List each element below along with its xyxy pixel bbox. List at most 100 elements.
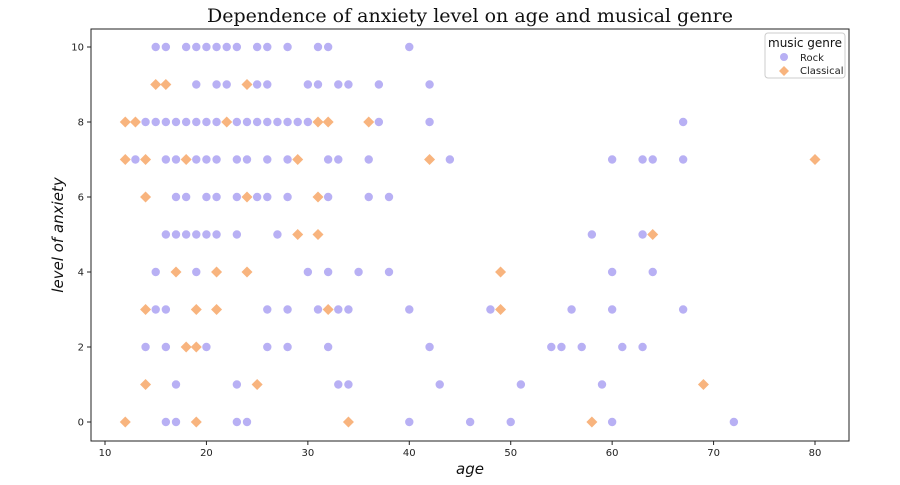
point-classical (292, 154, 304, 165)
point-classical (140, 191, 152, 203)
point-classical (190, 304, 202, 315)
y-tick-label: 0 (78, 418, 84, 429)
legend-classical-label: Classical (800, 66, 844, 77)
point-classical (170, 266, 182, 278)
point-rock (273, 230, 282, 239)
point-rock (212, 117, 221, 127)
point-classical (424, 154, 436, 165)
legend: music genre Rock Classical (764, 32, 846, 79)
point-rock (405, 305, 414, 314)
point-rock (202, 342, 211, 352)
point-rock (232, 192, 242, 202)
point-rock (161, 42, 171, 52)
point-rock (384, 192, 394, 202)
point-rock (171, 155, 181, 164)
point-rock (323, 192, 333, 202)
point-rock (384, 267, 394, 277)
point-rock (323, 42, 333, 52)
point-rock (202, 117, 211, 127)
point-rock (607, 155, 617, 164)
point-classical (312, 191, 324, 203)
point-classical (322, 116, 334, 128)
point-classical (495, 266, 507, 278)
point-rock (151, 305, 160, 314)
point-rock (192, 155, 201, 164)
point-classical (697, 379, 709, 390)
point-rock (161, 230, 171, 239)
point-rock (263, 42, 272, 52)
point-rock (212, 230, 221, 239)
point-rock (202, 42, 211, 52)
point-rock (323, 267, 333, 277)
point-classical (312, 229, 324, 240)
point-rock (263, 192, 272, 202)
point-rock (171, 192, 181, 202)
point-rock (374, 117, 384, 127)
point-rock (283, 42, 292, 52)
point-rock (192, 117, 201, 127)
point-classical (647, 229, 659, 240)
point-rock (283, 155, 292, 164)
point-rock (283, 117, 292, 127)
point-rock (232, 417, 242, 427)
point-rock (547, 342, 556, 352)
point-rock (232, 155, 242, 164)
point-rock (263, 80, 272, 89)
point-rock (171, 417, 181, 427)
point-rock (161, 305, 171, 314)
point-rock (374, 80, 384, 89)
point-classical (190, 416, 202, 428)
legend-box (764, 32, 846, 79)
point-rock (212, 80, 221, 89)
point-rock (364, 192, 373, 202)
point-rock (232, 380, 242, 389)
plot-frame (90, 28, 850, 442)
point-rock (131, 155, 140, 164)
x-tick-label: 70 (707, 448, 720, 459)
point-classical (211, 266, 223, 278)
point-classical (150, 79, 162, 90)
point-rock (232, 230, 242, 239)
point-classical (241, 191, 253, 203)
x-tick-label: 60 (606, 448, 619, 459)
point-rock (141, 117, 150, 127)
point-rock (303, 267, 313, 277)
point-classical (119, 154, 131, 165)
x-tick-label: 30 (301, 448, 314, 459)
x-tick-label: 40 (403, 448, 416, 459)
point-rock (557, 342, 566, 352)
point-rock (161, 117, 171, 127)
point-rock (323, 342, 333, 352)
legend-classical-marker (779, 66, 789, 76)
point-rock (263, 117, 272, 127)
y-tick-label: 10 (71, 43, 84, 54)
point-classical (129, 116, 141, 128)
point-rock (344, 380, 353, 389)
x-tick-label: 80 (809, 448, 822, 459)
point-classical (241, 79, 253, 90)
point-rock (161, 155, 171, 164)
point-rock (577, 342, 586, 352)
point-classical (140, 304, 152, 315)
point-classical (342, 416, 354, 428)
point-rock (192, 42, 201, 52)
data-points (119, 42, 821, 428)
chart-title: Dependence of anxiety level on age and m… (207, 5, 733, 27)
point-rock (344, 305, 353, 314)
point-classical (292, 229, 304, 240)
point-rock (354, 267, 363, 277)
point-rock (344, 80, 353, 89)
x-axis: 10 20 30 40 50 60 70 80 (99, 441, 822, 459)
point-rock (181, 230, 191, 239)
point-rock (141, 342, 150, 352)
x-tick-label: 20 (200, 448, 213, 459)
point-rock (516, 380, 526, 389)
point-rock (252, 42, 262, 52)
point-rock (263, 155, 272, 164)
point-rock (445, 155, 455, 164)
point-classical (140, 154, 152, 165)
point-rock (607, 267, 617, 277)
point-rock (263, 342, 272, 352)
point-classical (180, 341, 192, 353)
point-classical (190, 341, 202, 353)
